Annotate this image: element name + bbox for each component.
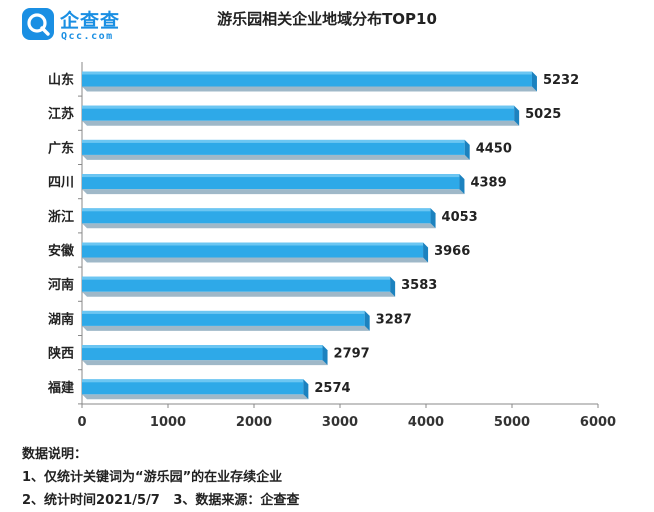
category-label: 广东: [48, 140, 74, 156]
x-tick-label: 6000: [580, 415, 616, 430]
bar: [82, 310, 365, 326]
bar: [82, 71, 532, 87]
bar-side-face: [364, 310, 370, 331]
category-label: 福建: [47, 380, 74, 396]
category-label: 山东: [48, 72, 74, 88]
bar-bottom-face: [82, 360, 328, 366]
bar-highlight: [82, 71, 532, 75]
x-tick-label: 5000: [494, 415, 530, 430]
bar: [82, 105, 515, 121]
category-label: 江苏: [48, 106, 74, 122]
x-tick-label: 2000: [236, 415, 272, 430]
chart-title: 游乐园相关企业地域分布TOP10: [217, 10, 437, 28]
bar-highlight: [82, 174, 460, 178]
bar-side-face: [464, 139, 470, 160]
bar: [82, 276, 391, 292]
bar: [82, 345, 323, 361]
bar: [82, 174, 460, 190]
category-label: 安徽: [48, 243, 75, 259]
bar-highlight: [82, 345, 323, 349]
bar: [82, 379, 304, 395]
bar: [82, 242, 424, 258]
notes-heading: 数据说明：: [22, 447, 88, 462]
value-label: 4450: [476, 141, 512, 156]
logo-domain: Qcc.com: [61, 31, 114, 42]
value-label: 4053: [442, 210, 478, 225]
category-label: 浙江: [48, 209, 74, 225]
category-label: 陕西: [48, 346, 74, 362]
value-label: 2797: [334, 347, 370, 362]
bar-bottom-face: [82, 120, 520, 126]
bar-bottom-face: [82, 223, 436, 229]
bar-highlight: [82, 139, 465, 143]
bar: [82, 139, 465, 155]
x-tick-label: 3000: [322, 415, 358, 430]
category-label: 湖南: [48, 311, 74, 327]
value-label: 5232: [543, 73, 579, 88]
bar-bottom-face: [82, 394, 309, 400]
bar-side-face: [531, 71, 537, 92]
bar-bottom-face: [82, 257, 429, 263]
bar-highlight: [82, 276, 391, 280]
notes-line-2: 2、统计时间2021/5/7 3、数据来源：企查查: [22, 493, 300, 508]
value-label: 3583: [401, 278, 437, 293]
bar-highlight: [82, 242, 424, 246]
bar-chart: 0 1000 2000 3000 4000 5000 6000 山东 5232 江苏 5025 广东 4…: [47, 62, 616, 430]
bar-side-face: [423, 242, 429, 263]
category-label: 四川: [48, 176, 74, 191]
bar-highlight: [82, 310, 365, 314]
logo-name: 企查查: [60, 10, 121, 32]
x-tick-label: 0: [77, 415, 86, 430]
bar-side-face: [514, 105, 520, 126]
value-label: 5025: [525, 107, 561, 122]
bar-bottom-face: [82, 325, 370, 331]
data-notes: 数据说明： 1、仅统计关键词为“游乐园”的在业存续企业 2、统计时间2021/5…: [22, 443, 299, 512]
value-label: 2574: [314, 381, 350, 396]
bar-side-face: [430, 208, 436, 229]
x-tick-label: 4000: [408, 415, 444, 430]
bar-highlight: [82, 105, 515, 109]
bar-bottom-face: [82, 154, 470, 160]
bar: [82, 208, 431, 224]
bar-side-face: [303, 379, 309, 400]
bar-highlight: [82, 379, 304, 383]
bar-side-face: [459, 174, 465, 195]
qcc-logo-icon: [22, 8, 54, 40]
category-label: 河南: [48, 277, 74, 293]
value-label: 3287: [376, 312, 412, 327]
value-label: 4389: [470, 176, 506, 191]
notes-line-1: 1、仅统计关键词为“游乐园”的在业存续企业: [22, 470, 283, 485]
bar-side-face: [390, 276, 396, 297]
x-tick-label: 1000: [150, 415, 186, 430]
bar-bottom-face: [82, 86, 537, 92]
qcc-logo: 企查查 Qcc.com: [22, 6, 152, 46]
value-label: 3966: [434, 244, 470, 259]
bar-side-face: [322, 345, 328, 366]
bar-bottom-face: [82, 291, 396, 297]
bar-highlight: [82, 208, 431, 212]
bar-bottom-face: [82, 189, 465, 195]
